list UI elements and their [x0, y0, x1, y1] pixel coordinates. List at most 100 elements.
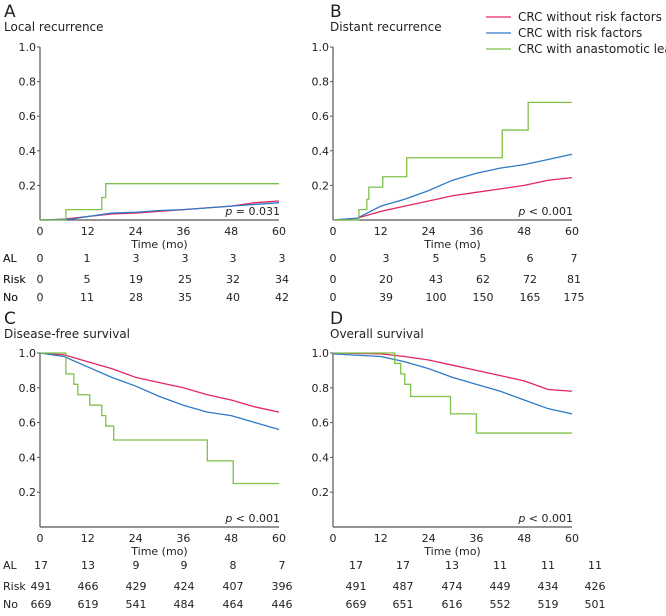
risk-table-cell: 474 — [442, 580, 463, 593]
risk-table-cell: 651 — [393, 598, 414, 611]
risk-table-cell: 426 — [585, 580, 606, 593]
y-tick-label: 0.8 — [312, 76, 330, 89]
x-tick-label: 12 — [374, 225, 388, 238]
risk-table-cell: 17 — [349, 559, 363, 572]
risk-table-cell: 11 — [80, 291, 94, 304]
p-symbol: p — [224, 512, 232, 525]
x-tick-label: 0 — [37, 532, 44, 545]
x-tick-label: 0 — [37, 225, 44, 238]
series-line-risk — [332, 153, 573, 221]
y-tick-label: 0.6 — [19, 110, 37, 123]
risk-table-row-label: Risk — [3, 273, 26, 286]
x-tick-label: 24 — [129, 532, 143, 545]
y-tick-label: 0.8 — [19, 382, 37, 395]
risk-table-cell: 13 — [81, 559, 95, 572]
risk-table-cell: 11 — [493, 559, 507, 572]
risk-table-row-label: Risk — [3, 273, 26, 286]
y-tick-label: 0.4 — [19, 145, 37, 158]
risk-table-cell: 9 — [181, 559, 188, 572]
x-tick-label: 12 — [374, 532, 388, 545]
risk-table-cell: 17 — [396, 559, 410, 572]
risk-table-cell: 35 — [178, 291, 192, 304]
risk-table-cell: 5 — [480, 252, 487, 265]
x-tick-label: 24 — [129, 225, 143, 238]
risk-table-cell: 20 — [379, 273, 393, 286]
risk-table-cell: 11 — [541, 559, 555, 572]
p-value: p < 0.001 — [517, 205, 573, 218]
x-tick-label: 36 — [176, 225, 190, 238]
risk-table-cell: 466 — [78, 580, 99, 593]
y-tick-label: 0.4 — [19, 451, 37, 464]
panel-title: Overall survival — [330, 327, 424, 341]
risk-table-cell: 43 — [429, 273, 443, 286]
x-axis-label: Time (mo) — [423, 545, 480, 558]
risk-table-cell: 619 — [78, 598, 99, 611]
y-tick-label: 0.2 — [312, 179, 330, 192]
panel-title: Distant recurrence — [330, 20, 442, 34]
risk-table-cell: 0 — [330, 291, 337, 304]
x-tick-label: 36 — [469, 532, 483, 545]
panel-letter: B — [330, 2, 342, 22]
y-tick-label: 0.6 — [312, 417, 330, 430]
x-tick-label: 60 — [565, 225, 579, 238]
series-line-leak — [333, 101, 572, 221]
risk-table-cell: 13 — [445, 559, 459, 572]
risk-table-cell: 429 — [126, 580, 147, 593]
risk-table-cell: 9 — [133, 559, 140, 572]
risk-table-cell: 150 — [473, 291, 494, 304]
p-value: p = 0.031 — [224, 205, 280, 218]
risk-table-cell: 34 — [275, 273, 289, 286]
risk-table-row-label: Risk — [3, 580, 26, 593]
panel-title: Disease-free survival — [4, 327, 130, 341]
series-line-no-risk — [332, 352, 573, 392]
risk-table-row-label: No — [3, 291, 18, 304]
y-tick-label: 0.2 — [19, 179, 37, 192]
risk-table-cell: 28 — [129, 291, 143, 304]
risk-table-cell: 6 — [527, 252, 534, 265]
risk-table-cell: 424 — [174, 580, 195, 593]
risk-table-row-label: AL — [3, 252, 18, 265]
risk-table-cell: 175 — [564, 291, 585, 304]
risk-table-cell: 669 — [31, 598, 52, 611]
p-symbol: p — [224, 205, 232, 218]
x-tick-label: 60 — [272, 532, 286, 545]
series-line-leak — [40, 352, 279, 485]
risk-table-cell: 165 — [520, 291, 541, 304]
series-line-risk — [39, 202, 280, 221]
risk-table-cell: 62 — [476, 273, 490, 286]
risk-table-cell: 3 — [230, 252, 237, 265]
y-tick-label: 0.8 — [19, 76, 37, 89]
risk-table-cell: 3 — [133, 252, 140, 265]
risk-table-cell: 5 — [433, 252, 440, 265]
risk-table-cell: 0 — [330, 252, 337, 265]
x-tick-label: 24 — [422, 532, 436, 545]
risk-table-cell: 407 — [223, 580, 244, 593]
risk-table-cell: 464 — [223, 598, 244, 611]
x-axis-label: Time (mo) — [130, 238, 187, 251]
series-line-leak — [40, 183, 279, 221]
risk-table-cell: 541 — [126, 598, 147, 611]
risk-table-cell: 1 — [84, 252, 91, 265]
y-tick-label: 0.6 — [19, 417, 37, 430]
y-tick-label: 1.0 — [19, 347, 37, 360]
risk-table-cell: 501 — [585, 598, 606, 611]
risk-table-cell: 11 — [588, 559, 602, 572]
p-symbol: p — [517, 205, 525, 218]
x-tick-label: 24 — [422, 225, 436, 238]
legend-label: CRC with risk factors — [518, 26, 642, 40]
legend-label: CRC with anastomotic leak — [518, 42, 666, 56]
panel-letter: C — [4, 309, 16, 329]
x-tick-label: 60 — [272, 225, 286, 238]
x-tick-label: 48 — [517, 225, 531, 238]
p-value: p < 0.001 — [517, 512, 573, 525]
risk-table-cell: 19 — [129, 273, 143, 286]
p-value-text: < 0.001 — [525, 512, 573, 525]
x-axis-label: Time (mo) — [423, 238, 480, 251]
x-tick-label: 12 — [81, 532, 95, 545]
panel-title: Local recurrence — [4, 20, 104, 34]
risk-table-cell: 0 — [37, 252, 44, 265]
risk-table-cell: 491 — [346, 580, 367, 593]
